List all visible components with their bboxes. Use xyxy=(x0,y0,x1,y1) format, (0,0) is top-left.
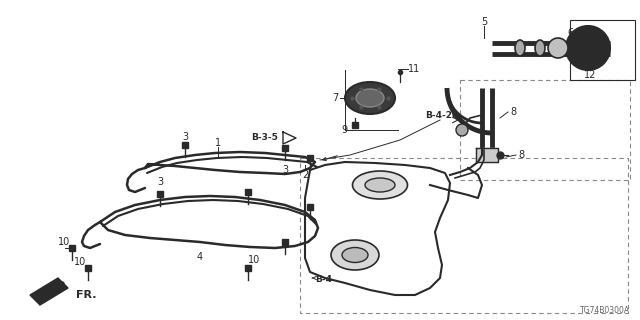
Text: 11: 11 xyxy=(408,64,420,74)
Ellipse shape xyxy=(345,82,395,114)
Text: 8: 8 xyxy=(510,107,516,117)
Text: 3: 3 xyxy=(157,177,163,187)
Text: 10: 10 xyxy=(74,257,86,267)
Text: B-4: B-4 xyxy=(315,276,332,284)
Ellipse shape xyxy=(331,240,379,270)
Text: 1: 1 xyxy=(215,138,221,148)
Ellipse shape xyxy=(353,171,408,199)
Polygon shape xyxy=(283,132,296,144)
Polygon shape xyxy=(30,278,68,305)
Ellipse shape xyxy=(342,247,368,262)
Text: 4: 4 xyxy=(197,252,203,262)
Ellipse shape xyxy=(515,40,525,56)
Ellipse shape xyxy=(535,40,545,56)
Text: B-3-5: B-3-5 xyxy=(251,133,278,142)
Circle shape xyxy=(548,38,568,58)
Circle shape xyxy=(580,40,596,56)
Text: 3: 3 xyxy=(282,135,288,145)
Text: 6: 6 xyxy=(567,28,573,38)
Text: B-4-20: B-4-20 xyxy=(425,110,458,119)
Text: 3: 3 xyxy=(282,165,288,175)
Ellipse shape xyxy=(356,89,384,107)
Text: 3: 3 xyxy=(307,195,313,205)
Text: 10: 10 xyxy=(248,255,260,265)
Text: TG74B0300A: TG74B0300A xyxy=(580,306,630,315)
Text: 12: 12 xyxy=(584,70,596,80)
Text: FR.: FR. xyxy=(76,290,97,300)
Text: 9: 9 xyxy=(341,125,347,135)
Text: 2: 2 xyxy=(302,170,308,180)
Text: 3: 3 xyxy=(182,132,188,142)
Circle shape xyxy=(456,124,468,136)
Text: 10: 10 xyxy=(58,237,70,247)
Polygon shape xyxy=(305,162,450,295)
Ellipse shape xyxy=(365,178,395,192)
Text: 8: 8 xyxy=(518,150,524,160)
Circle shape xyxy=(572,32,604,64)
Text: 5: 5 xyxy=(481,17,487,27)
Polygon shape xyxy=(476,148,498,162)
Circle shape xyxy=(566,26,610,70)
Text: 7: 7 xyxy=(332,93,338,103)
